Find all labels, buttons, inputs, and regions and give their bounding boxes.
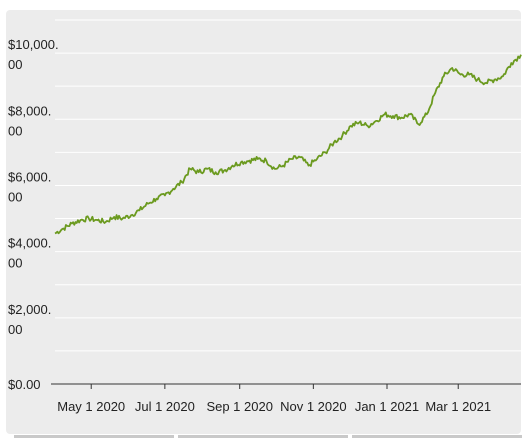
y-tick-label: $2,000. [8, 302, 51, 317]
y-axis-tick-labels: $0.00 $2,000. 00 $4,000. 00 $6,000. 00 $8,000. 0… [8, 37, 59, 392]
chart-panel [6, 10, 521, 434]
y-tick-label: 00 [8, 123, 22, 138]
strip-segment [178, 435, 348, 438]
strip-segment [352, 435, 522, 438]
y-tick-label: $10,000. [8, 37, 59, 52]
y-tick-label: 00 [8, 57, 22, 72]
y-tick-label: $8,000. [8, 103, 51, 118]
x-tick-label: May 1 2020 [57, 399, 125, 414]
strip-segment [14, 435, 174, 438]
x-tick-label: Mar 1 2021 [425, 399, 491, 414]
series-group [54, 54, 522, 235]
x-tick-label: Nov 1 2020 [280, 399, 347, 414]
x-tick-label: Jul 1 2020 [135, 399, 195, 414]
gridlines [55, 19, 521, 352]
y-tick-label: $6,000. [8, 169, 51, 184]
y-tick-label: 00 [8, 322, 22, 337]
x-axis-tick-labels: May 1 2020 Jul 1 2020 Sep 1 2020 Nov 1 2020… [57, 384, 491, 414]
x-tick-label: Jan 1 2021 [355, 399, 419, 414]
y-tick-label: 00 [8, 189, 22, 204]
y-tick-label: $0.00 [8, 377, 41, 392]
y-tick-label: 00 [8, 256, 22, 271]
bottom-strip [0, 434, 525, 440]
y-tick-label: $4,000. [8, 236, 51, 251]
x-tick-label: Sep 1 2020 [206, 399, 273, 414]
series-line [54, 54, 522, 235]
